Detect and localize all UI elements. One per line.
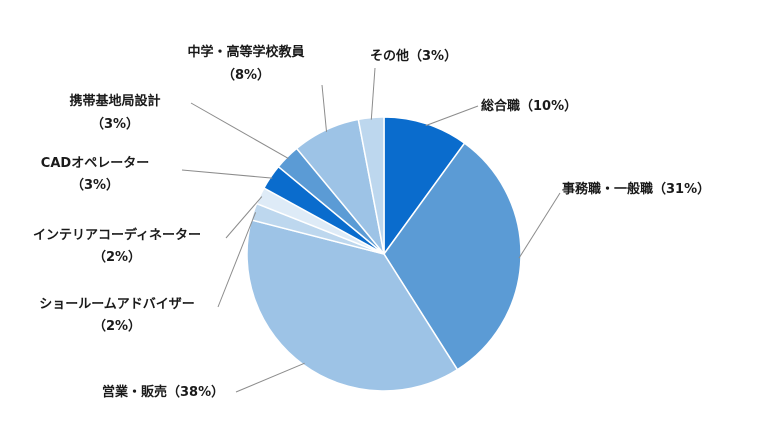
leader-line-4 <box>217 212 257 308</box>
slice-label-value-4: （2%） <box>93 318 141 334</box>
slice-label-name-5: インテリアコーディネーター <box>33 227 201 243</box>
slice-label-value-8: （8%） <box>222 67 270 83</box>
pie-slice-2 <box>383 142 522 371</box>
pie-slice-3 <box>246 219 459 392</box>
slice-label-name-4: ショールームアドバイザー <box>39 297 195 312</box>
slice-label-2: 事務職・一般職（31%） <box>562 181 710 197</box>
slice-label-1: 総合職（10%） <box>481 98 577 114</box>
leader-lines <box>181 67 561 393</box>
slice-label-value-6: （3%） <box>71 177 119 193</box>
leader-line-2 <box>518 192 561 259</box>
slice-label-value-5: （2%） <box>93 249 141 265</box>
leader-line-6 <box>181 169 273 179</box>
leader-line-9 <box>370 67 376 120</box>
slice-labels: 総合職（10%） 事務職・一般職（31%） 営業・販売（38%） ショールームアドバイ… <box>33 44 710 400</box>
pie-slices <box>246 116 522 392</box>
slice-label-name-7: 携帯基地局設計 <box>69 93 160 109</box>
slice-label-9: その他（3%） <box>370 48 457 64</box>
slice-label-name-6: CADオペレーター <box>41 156 149 171</box>
leader-line-3 <box>235 362 305 393</box>
slice-label-value-7: （3%） <box>91 116 139 132</box>
slice-label-3: 営業・販売（38%） <box>102 384 224 400</box>
leader-line-7 <box>190 102 289 159</box>
leader-line-5 <box>225 196 263 239</box>
leader-line-1 <box>425 105 479 127</box>
leader-line-8 <box>321 84 328 132</box>
pie-slice-1 <box>383 116 466 257</box>
slice-label-name-8: 中学・高等学校教員 <box>187 44 304 60</box>
